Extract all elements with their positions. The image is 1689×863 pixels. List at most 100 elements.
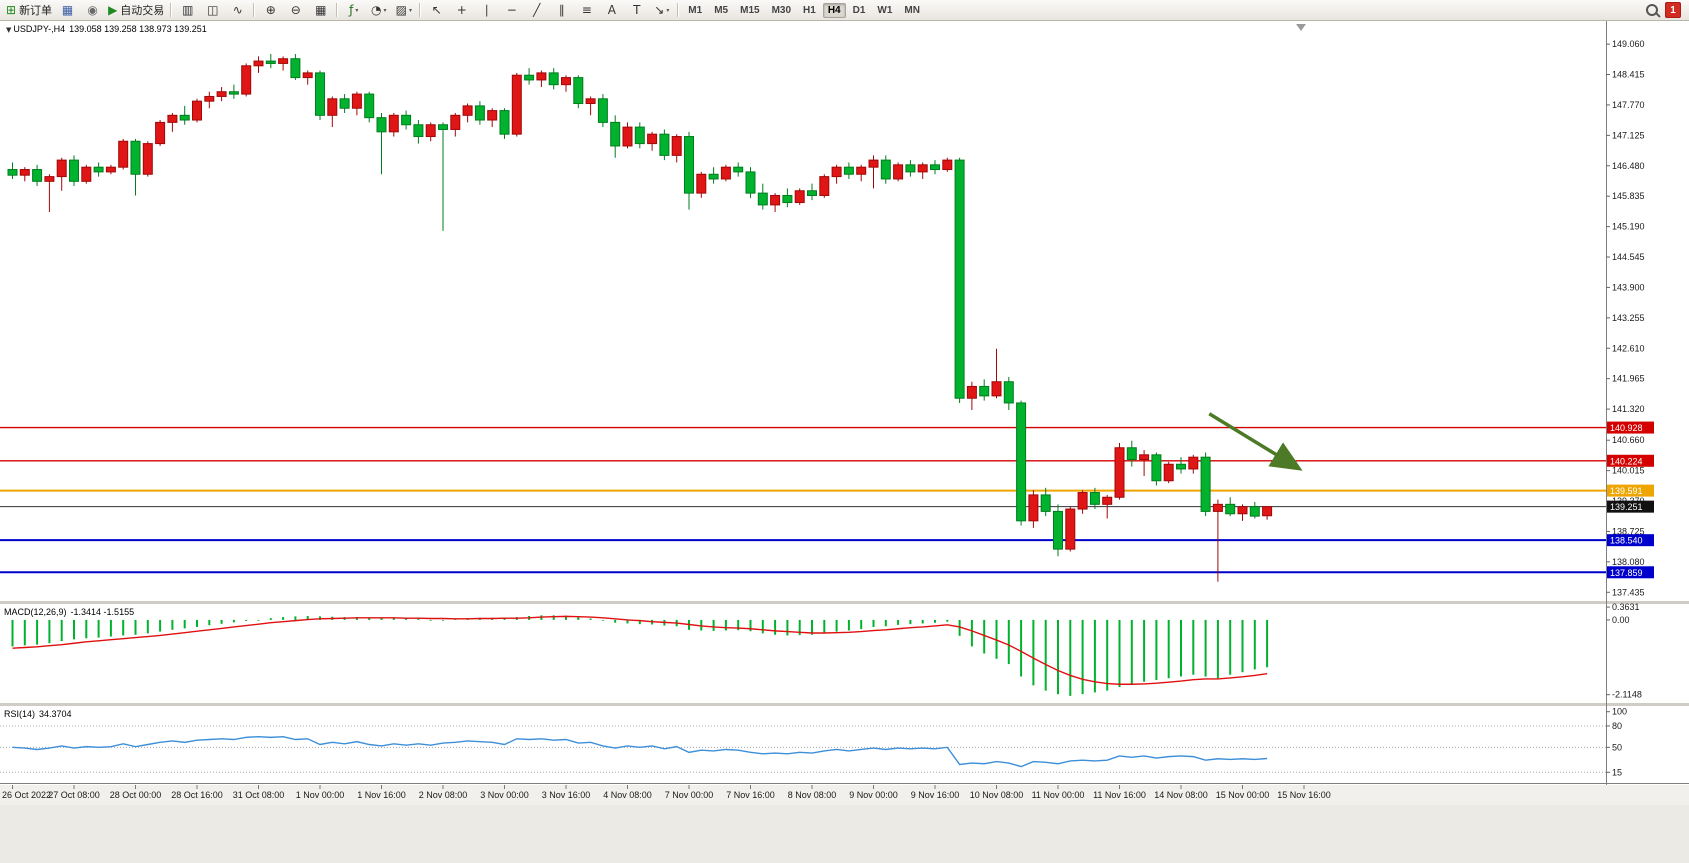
timeframe-h1-button[interactable]: H1: [803, 4, 816, 16]
timeframe-h4-button[interactable]: H4: [822, 2, 846, 18]
chart-canvas[interactable]: 149.060 148.415 147.770 147.125 146.480 145.8…: [0, 21, 1689, 863]
tile-windows-button[interactable]: ▦: [308, 1, 333, 20]
zoom-out-icon: ⊖: [290, 3, 301, 17]
zoom-in-button[interactable]: ⊕: [258, 1, 283, 20]
notification-badge[interactable]: 1: [1665, 2, 1681, 18]
templates-icon: ▨: [395, 3, 407, 17]
svg-text:100: 100: [1612, 707, 1627, 717]
new-order-button-label: 新订单: [19, 5, 53, 17]
alerts-icon: ◉: [87, 3, 98, 17]
chart-shift-marker[interactable]: [1296, 24, 1306, 31]
timeframe-m15-button[interactable]: M15: [740, 4, 760, 16]
label-button[interactable]: T: [624, 1, 649, 20]
vertical-line-icon: ∣: [483, 3, 490, 17]
svg-text:137.859: 137.859: [1610, 568, 1643, 578]
autotrading-icon: ▶: [108, 3, 118, 17]
arrows-button[interactable]: ↘ ▾: [649, 1, 674, 20]
macd-panel[interactable]: [0, 604, 1689, 703]
price-panel[interactable]: [0, 21, 1689, 601]
panel-divider[interactable]: [0, 601, 1689, 604]
panel-divider[interactable]: [0, 703, 1689, 706]
cursor-icon: ↖: [431, 3, 442, 17]
svg-text:145.835: 145.835: [1612, 191, 1645, 201]
svg-text:139.251: 139.251: [1610, 502, 1643, 512]
svg-text:1 Nov 00:00: 1 Nov 00:00: [296, 790, 345, 800]
search-icon[interactable]: [1646, 4, 1658, 16]
chart-list-button[interactable]: ▦: [55, 1, 80, 20]
svg-text:138.080: 138.080: [1612, 557, 1645, 567]
toolbar-right: 1: [1646, 2, 1686, 18]
svg-text:140.660: 140.660: [1612, 435, 1645, 445]
svg-text:15 Nov 00:00: 15 Nov 00:00: [1216, 790, 1270, 800]
timeframe-mn-button[interactable]: MN: [904, 4, 920, 16]
horizontal-line-button[interactable]: −: [499, 1, 524, 20]
crosshair-button[interactable]: +: [449, 1, 474, 20]
toolbar-separator: [170, 3, 173, 17]
arrows-icon: ↘: [654, 3, 665, 17]
symbol-ohlc-header: ▼ USDJPY-,H4 139.058 139.258 138.973 139.2…: [6, 24, 207, 34]
periods-button[interactable]: ◔ ▾: [366, 1, 391, 20]
channel-button[interactable]: ∥: [549, 1, 574, 20]
toolbar-separator: [419, 3, 422, 17]
timeframe-d1-button[interactable]: D1: [852, 4, 866, 16]
svg-text:8 Nov 08:00: 8 Nov 08:00: [788, 790, 837, 800]
text-button[interactable]: A: [599, 1, 624, 20]
svg-text:4 Nov 08:00: 4 Nov 08:00: [603, 790, 652, 800]
svg-text:140.224: 140.224: [1610, 456, 1643, 466]
svg-text:145.190: 145.190: [1612, 222, 1645, 232]
rsi-panel[interactable]: [0, 706, 1689, 783]
toolbar-separator: [336, 3, 339, 17]
svg-text:141.320: 141.320: [1612, 404, 1645, 414]
svg-text:140.015: 140.015: [1612, 466, 1645, 476]
svg-text:138.540: 138.540: [1610, 536, 1643, 546]
svg-text:28 Oct 16:00: 28 Oct 16:00: [171, 790, 223, 800]
cursor-button[interactable]: ↖: [424, 1, 449, 20]
vertical-line-button[interactable]: ∣: [474, 1, 499, 20]
toolbar-separator: [253, 3, 256, 17]
new-order-button[interactable]: ⊞ 新订单: [3, 1, 55, 20]
price-tag-138.540: 138.540: [1607, 534, 1654, 547]
svg-text:2 Nov 08:00: 2 Nov 08:00: [419, 790, 468, 800]
time-axis[interactable]: [0, 785, 1689, 805]
timeframe-m5-button[interactable]: M5: [714, 4, 729, 16]
fibonacci-button[interactable]: ≡: [574, 1, 599, 20]
svg-text:31 Oct 08:00: 31 Oct 08:00: [233, 790, 285, 800]
chart-window[interactable]: ▼ USDJPY-,H4 139.058 139.258 138.973 139.2…: [0, 21, 1689, 863]
toolbar: ⊞ 新订单 ▦ ◉ ▶ 自动交易 ▥ ◫ ∿ ⊕ ⊖ ▦ ƒ ▾ ◔ ▾ ▨ ▾ ↖ + ∣ − ╱ ∥ ≡ A T ↘ ▾ M1 M5 M1…: [0, 0, 1689, 21]
svg-text:15 Nov 16:00: 15 Nov 16:00: [1277, 790, 1331, 800]
candlestick-series: [7, 54, 1273, 582]
templates-button[interactable]: ▨ ▾: [391, 1, 416, 20]
timeframe-m1-button[interactable]: M1: [688, 4, 703, 16]
price-tag-139.591: 139.591: [1607, 484, 1654, 497]
line-chart-button[interactable]: ∿: [225, 1, 250, 20]
alerts-button[interactable]: ◉: [80, 1, 105, 20]
chevron-down-icon: ▾: [666, 6, 670, 14]
svg-text:14 Nov 08:00: 14 Nov 08:00: [1154, 790, 1208, 800]
arrow-annotation[interactable]: [1208, 412, 1303, 471]
svg-text:0.00: 0.00: [1612, 615, 1630, 625]
chevron-down-icon: ▾: [408, 6, 412, 14]
candlestick-chart-icon: ◫: [207, 3, 219, 17]
svg-text:147.125: 147.125: [1612, 130, 1645, 140]
macd-header: MACD(12,26,9) -1.3414 -1.5155: [4, 607, 134, 617]
toolbar-separator: [677, 3, 680, 17]
trendline-button[interactable]: ╱: [524, 1, 549, 20]
candlestick-chart-button[interactable]: ◫: [200, 1, 225, 20]
svg-text:0.3631: 0.3631: [1612, 602, 1640, 612]
autotrading-button[interactable]: ▶ 自动交易: [105, 1, 167, 20]
svg-text:26 Oct 2022: 26 Oct 2022: [2, 790, 51, 800]
svg-text:139.591: 139.591: [1610, 486, 1643, 496]
symbol-dropdown-icon[interactable]: ▼: [6, 26, 12, 34]
indicators-button[interactable]: ƒ ▾: [341, 1, 366, 20]
indicators-icon: ƒ: [349, 3, 354, 17]
svg-text:1 Nov 16:00: 1 Nov 16:00: [357, 790, 406, 800]
svg-text:3 Nov 00:00: 3 Nov 00:00: [480, 790, 529, 800]
timeframe-m30-button[interactable]: M30: [771, 4, 792, 16]
svg-text:9 Nov 16:00: 9 Nov 16:00: [911, 790, 960, 800]
bar-chart-button[interactable]: ▥: [175, 1, 200, 20]
crosshair-icon: +: [456, 3, 467, 17]
macd-histogram: [11, 615, 1269, 696]
zoom-out-button[interactable]: ⊖: [283, 1, 308, 20]
timeframe-w1-button[interactable]: W1: [877, 4, 893, 16]
